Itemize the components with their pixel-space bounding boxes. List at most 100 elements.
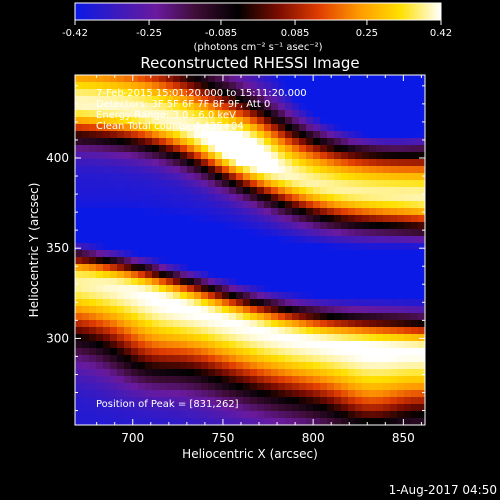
heatmap-cell	[285, 187, 293, 195]
heatmap-cell	[89, 418, 97, 425]
heatmap-cell	[264, 355, 272, 363]
heatmap-cell	[194, 110, 202, 118]
heatmap-cell	[96, 313, 104, 321]
heatmap-cell	[306, 390, 314, 398]
heatmap-cell	[299, 187, 307, 195]
heatmap-cell	[376, 355, 384, 363]
heatmap-cell	[250, 110, 258, 118]
heatmap-cell	[376, 243, 384, 251]
heatmap-cell	[180, 264, 188, 272]
heatmap-cell	[390, 75, 398, 83]
heatmap-cell	[250, 152, 258, 160]
heatmap-cell	[124, 271, 132, 279]
heatmap-cell	[236, 75, 244, 83]
heatmap-cell	[404, 313, 412, 321]
heatmap-cell	[229, 194, 237, 202]
heatmap-cell	[82, 173, 90, 181]
heatmap-cell	[271, 82, 279, 90]
heatmap-cell	[173, 110, 181, 118]
heatmap-cell	[124, 341, 132, 349]
heatmap-cell	[376, 96, 384, 104]
heatmap-cell	[411, 166, 419, 174]
heatmap-cell	[89, 222, 97, 230]
heatmap-cell	[208, 222, 216, 230]
heatmap-cell	[194, 131, 202, 139]
heatmap-cell	[89, 299, 97, 307]
heatmap-cell	[271, 103, 279, 111]
heatmap-cell	[138, 75, 146, 83]
heatmap-cell	[222, 243, 230, 251]
heatmap-cell	[348, 215, 356, 223]
heatmap-cell	[348, 208, 356, 216]
heatmap-cell	[96, 138, 104, 146]
heatmap-cell	[96, 96, 104, 104]
heatmap-cell	[82, 278, 90, 286]
heatmap-cell	[145, 376, 153, 384]
heatmap-cell	[292, 271, 300, 279]
heatmap-cell	[131, 278, 139, 286]
heatmap-cell	[243, 173, 251, 181]
heatmap-cell	[362, 341, 370, 349]
heatmap-cell	[187, 348, 195, 356]
heatmap-cell	[215, 201, 223, 209]
heatmap-cell	[418, 201, 425, 209]
heatmap-cell	[131, 110, 139, 118]
heatmap-cell	[306, 159, 314, 167]
heatmap-cell	[306, 285, 314, 293]
heatmap-cell	[341, 138, 349, 146]
heatmap-cell	[306, 369, 314, 377]
heatmap-cell	[355, 152, 363, 160]
heatmap-cell	[215, 208, 223, 216]
heatmap-cell	[327, 278, 335, 286]
heatmap-cell	[320, 355, 328, 363]
heatmap-cell	[355, 138, 363, 146]
heatmap-cell	[313, 418, 321, 425]
colorbar-ticks: -0.42 -0.25 -0.085 0.085 0.25 0.42	[62, 20, 452, 39]
heatmap-cell	[257, 383, 265, 391]
heatmap-cell	[334, 271, 342, 279]
heatmap-cell	[117, 271, 125, 279]
heatmap-cell	[278, 278, 286, 286]
heatmap-cell	[411, 117, 419, 125]
heatmap-cell	[138, 292, 146, 300]
heatmap-cell	[173, 173, 181, 181]
heatmap-cell	[348, 411, 356, 419]
heatmap-cell	[383, 376, 391, 384]
heatmap-cell	[110, 341, 118, 349]
heatmap-cell	[376, 138, 384, 146]
heatmap-cell	[201, 341, 209, 349]
heatmap-cell	[222, 103, 230, 111]
heatmap-cell	[292, 320, 300, 328]
heatmap-cell	[390, 152, 398, 160]
heatmap-cell	[110, 313, 118, 321]
heatmap-cell	[299, 327, 307, 335]
heatmap-cell	[250, 96, 258, 104]
heatmap-cell	[257, 152, 265, 160]
heatmap-cell	[264, 159, 272, 167]
heatmap-cell	[117, 89, 125, 97]
heatmap-cell	[152, 103, 160, 111]
heatmap-cell	[334, 418, 342, 425]
heatmap-cell	[299, 348, 307, 356]
heatmap-cell	[362, 334, 370, 342]
heatmap-cell	[285, 278, 293, 286]
heatmap-cell	[362, 271, 370, 279]
heatmap-cell	[327, 180, 335, 188]
heatmap-cell	[397, 397, 405, 405]
heatmap-cell	[257, 369, 265, 377]
heatmap-cell	[397, 131, 405, 139]
heatmap-cell	[334, 236, 342, 244]
heatmap-cell	[383, 159, 391, 167]
annotation-detectors: Detectors: 3F 5F 6F 7F 8F 9F, Att 0	[96, 99, 270, 110]
heatmap-cell	[376, 313, 384, 321]
heatmap-cell	[103, 208, 111, 216]
heatmap-cell	[306, 187, 314, 195]
heatmap-cell	[222, 299, 230, 307]
heatmap-cell	[229, 173, 237, 181]
heatmap-cell	[117, 124, 125, 132]
heatmap-cell	[306, 75, 314, 83]
heatmap-cell	[180, 194, 188, 202]
heatmap-cell	[278, 362, 286, 370]
heatmap-cell	[89, 82, 97, 90]
heatmap-cell	[229, 355, 237, 363]
